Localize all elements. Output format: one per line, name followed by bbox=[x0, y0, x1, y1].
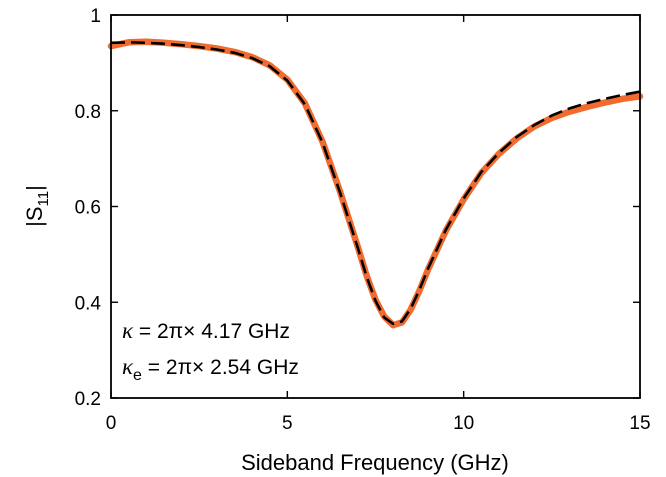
annotation-kappa-text: = 2π× 4.17 GHz bbox=[133, 320, 290, 343]
y-axis-title: |S11| bbox=[22, 185, 52, 227]
annotation-kappa-e-symbol: κ bbox=[122, 354, 134, 379]
y-tick-label: 0.4 bbox=[75, 293, 102, 314]
annotation-kappa-e-sub: e bbox=[133, 367, 142, 384]
axis-ticks bbox=[110, 14, 641, 399]
x-tick-label: 15 bbox=[629, 413, 650, 434]
y-tick-label: 1 bbox=[90, 6, 101, 27]
axis-tick-labels: 0 5 10 15 0.2 0.4 0.6 0.8 1 bbox=[75, 6, 651, 434]
y-axis-title-close: | bbox=[22, 185, 47, 191]
x-axis-title: Sideband Frequency (GHz) bbox=[241, 450, 509, 475]
annotation-kappa-e-text: = 2π× 2.54 GHz bbox=[142, 356, 299, 379]
y-tick-label: 0.8 bbox=[75, 102, 101, 123]
annotation-kappa-e: κe = 2π× 2.54 GHz bbox=[122, 354, 299, 384]
x-tick-label: 0 bbox=[106, 413, 117, 434]
annotation-kappa: κ = 2π× 4.17 GHz bbox=[122, 318, 290, 343]
y-tick-label: 0.2 bbox=[75, 389, 101, 410]
fit-series-line bbox=[110, 40, 641, 326]
x-tick-label: 10 bbox=[453, 413, 474, 434]
y-axis-title-sub: 11 bbox=[35, 191, 52, 207]
annotation-kappa-symbol: κ bbox=[122, 318, 134, 343]
x-tick-label: 5 bbox=[282, 413, 293, 434]
measured-series-line bbox=[107, 38, 644, 329]
plot-lines bbox=[107, 38, 644, 329]
y-tick-label: 0.6 bbox=[75, 198, 101, 219]
y-axis-title-main: |S bbox=[22, 206, 47, 226]
